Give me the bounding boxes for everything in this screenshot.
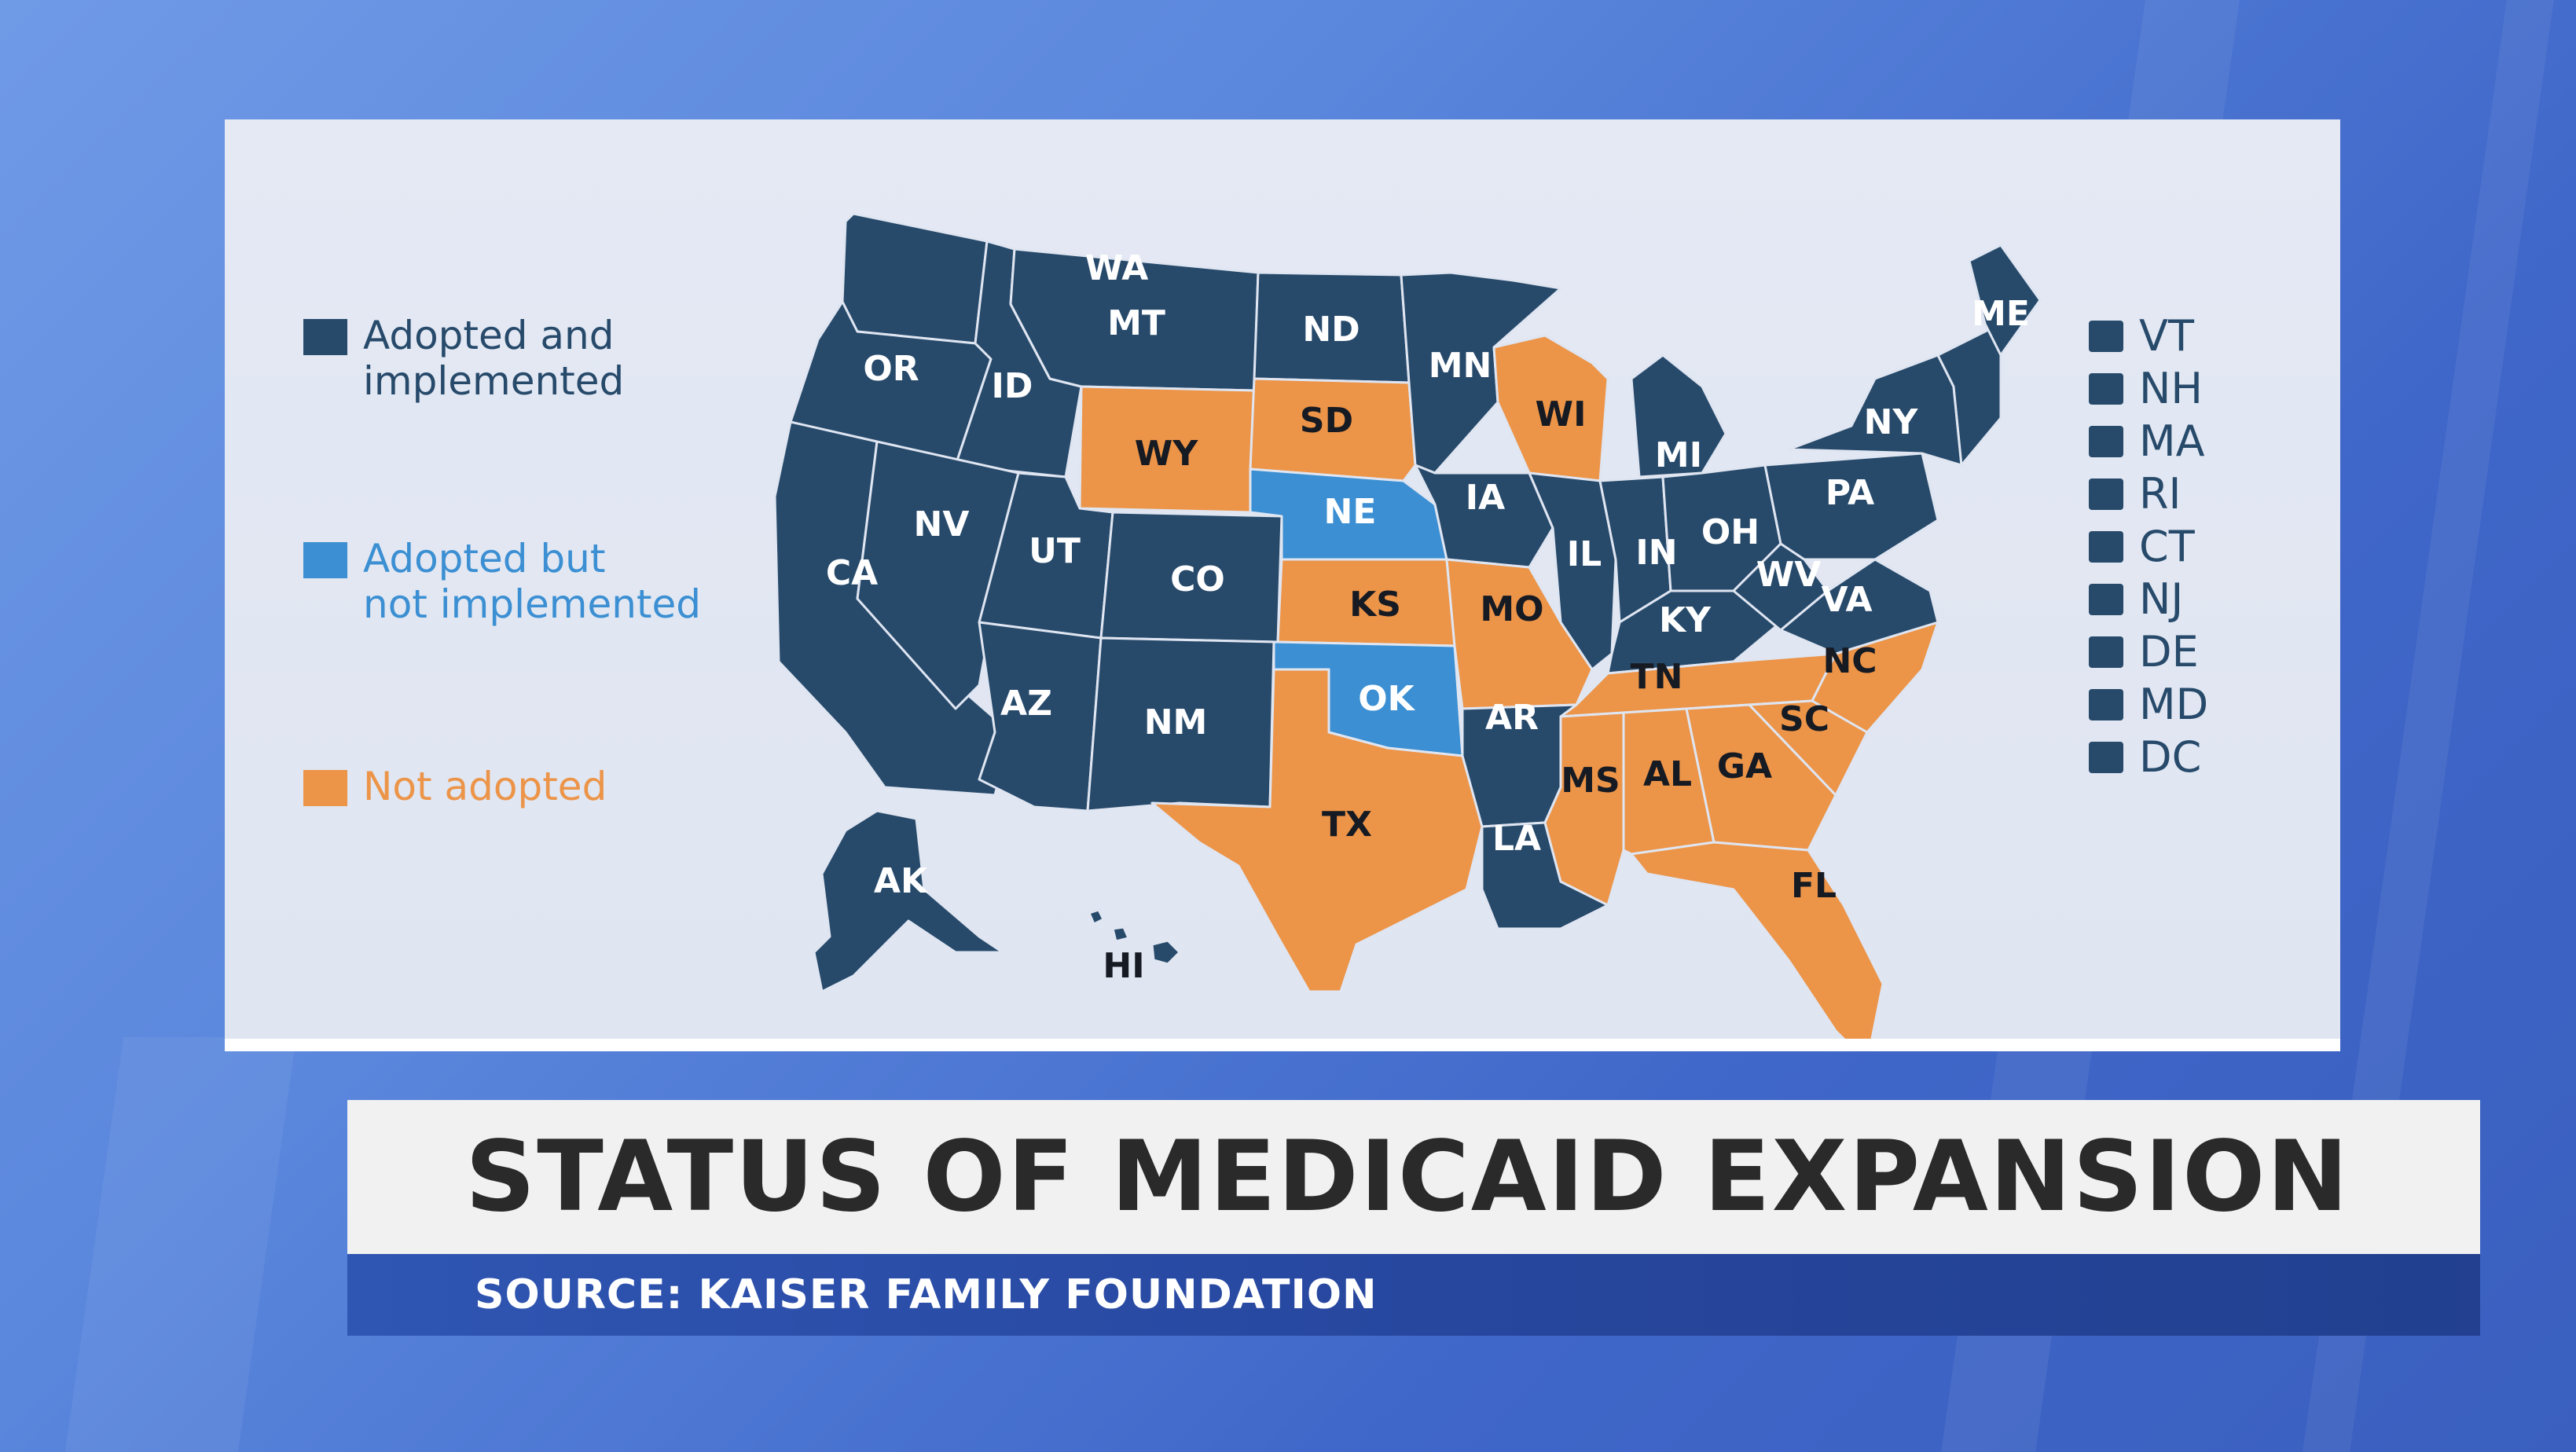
state-label-mo: MO (1480, 589, 1543, 629)
state-label-al: AL (1643, 754, 1692, 794)
state-label-id: ID (992, 366, 1033, 406)
small-state-label: NJ (2139, 574, 2184, 624)
source-bar: SOURCE: KAISER FAMILY FOUNDATION (347, 1254, 2480, 1336)
state-label-me: ME (1972, 294, 2030, 334)
state-label-ut: UT (1029, 531, 1081, 571)
small-state-swatch (2089, 584, 2123, 615)
state-label-wa: WA (1085, 248, 1149, 288)
legend-label: Adopted but not implemented (363, 536, 702, 627)
state-WV (1732, 542, 1829, 632)
state-TX (1150, 668, 1484, 993)
small-state-swatch (2089, 689, 2123, 720)
small-state-label: MA (2139, 416, 2205, 466)
small-state-label: RI (2139, 469, 2182, 519)
title-bar: STATUS OF MEDICAID EXPANSION (347, 1100, 2480, 1254)
state-label-oh: OH (1701, 512, 1760, 552)
state-label-nc: NC (1822, 641, 1877, 681)
state-label-in: IN (1635, 533, 1677, 573)
state-label-nv: NV (914, 504, 970, 544)
state-label-nm: NM (1144, 702, 1208, 742)
state-label-fl: FL (1791, 866, 1837, 906)
state-NC (1811, 621, 1939, 734)
state-label-co: CO (1170, 559, 1225, 600)
small-state-swatch (2089, 636, 2123, 668)
state-label-ca: CA (826, 553, 878, 593)
state-label-hi: HI (1103, 946, 1144, 986)
us-medicaid-map: WA OR CA ID NV MT WY UT AZ CO NM ND SD NE KS OK TX MN IA MO… (773, 212, 2042, 1039)
state-label-ar: AR (1485, 698, 1539, 738)
state-WA (841, 212, 989, 345)
state-label-sd: SD (1300, 401, 1353, 441)
legend-swatch (303, 770, 347, 806)
source-credit: SOURCE: KAISER FAMILY FOUNDATION (475, 1271, 1378, 1318)
state-label-pa: PA (1826, 473, 1874, 513)
state-MO (1445, 558, 1594, 710)
small-state-swatch (2089, 373, 2123, 405)
state-label-tn: TN (1631, 657, 1683, 697)
state-label-ia: IA (1466, 478, 1505, 518)
map-panel: WA OR CA ID NV MT WY UT AZ CO NM ND SD NE KS OK TX MN IA MO… (225, 119, 2340, 1051)
state-label-sc: SC (1779, 699, 1829, 739)
state-VA (1779, 558, 1939, 655)
small-state-swatch (2089, 478, 2123, 510)
small-state-label: DC (2139, 732, 2202, 782)
small-state-label: MD (2139, 680, 2209, 729)
legend-label: Not adopted (363, 764, 607, 809)
small-state-label: NH (2139, 364, 2203, 413)
state-label-ne: NE (1324, 492, 1377, 532)
state-AK (813, 809, 1004, 993)
state-label-ga: GA (1717, 746, 1772, 786)
state-label-ks: KS (1349, 585, 1401, 625)
legend-swatch (303, 319, 347, 355)
state-SD (1249, 377, 1417, 482)
state-label-tx: TX (1322, 805, 1372, 845)
state-label-va: VA (1821, 580, 1872, 620)
small-state-swatch (2089, 321, 2123, 352)
state-HI (1088, 908, 1181, 966)
state-label-wv: WV (1756, 555, 1822, 595)
state-ME (1968, 244, 2042, 357)
state-FL (1630, 841, 1884, 1039)
state-label-il: IL (1567, 534, 1602, 574)
state-MI (1630, 354, 1727, 478)
state-NV (856, 440, 1020, 710)
state-WI (1492, 334, 1609, 482)
state-label-wy: WY (1135, 434, 1199, 474)
state-label-nd: ND (1302, 310, 1360, 350)
state-label-la: LA (1492, 819, 1541, 859)
legend-label: Adopted and implemented (363, 313, 625, 404)
state-label-ny: NY (1864, 402, 1919, 442)
state-label-mn: MN (1429, 346, 1492, 386)
state-GA (1685, 703, 1837, 852)
state-label-mi: MI (1655, 435, 1702, 475)
state-label-ok: OK (1358, 679, 1415, 719)
state-label-wi: WI (1536, 394, 1587, 434)
small-state-label: CT (2139, 522, 2195, 571)
state-label-az: AZ (1000, 684, 1052, 724)
small-state-swatch (2089, 742, 2123, 773)
legend-swatch (303, 542, 347, 578)
small-state-swatch (2089, 531, 2123, 563)
state-label-or: OR (863, 349, 919, 389)
small-state-label: DE (2139, 627, 2199, 676)
page-title: STATUS OF MEDICAID EXPANSION (465, 1120, 2350, 1234)
state-label-ms: MS (1561, 761, 1620, 801)
small-state-swatch (2089, 426, 2123, 457)
state-label-ak: AK (874, 861, 929, 901)
state-label-ky: KY (1659, 600, 1712, 640)
small-state-label: VT (2139, 311, 2194, 361)
state-IA (1414, 464, 1554, 569)
state-label-mt: MT (1107, 303, 1165, 343)
